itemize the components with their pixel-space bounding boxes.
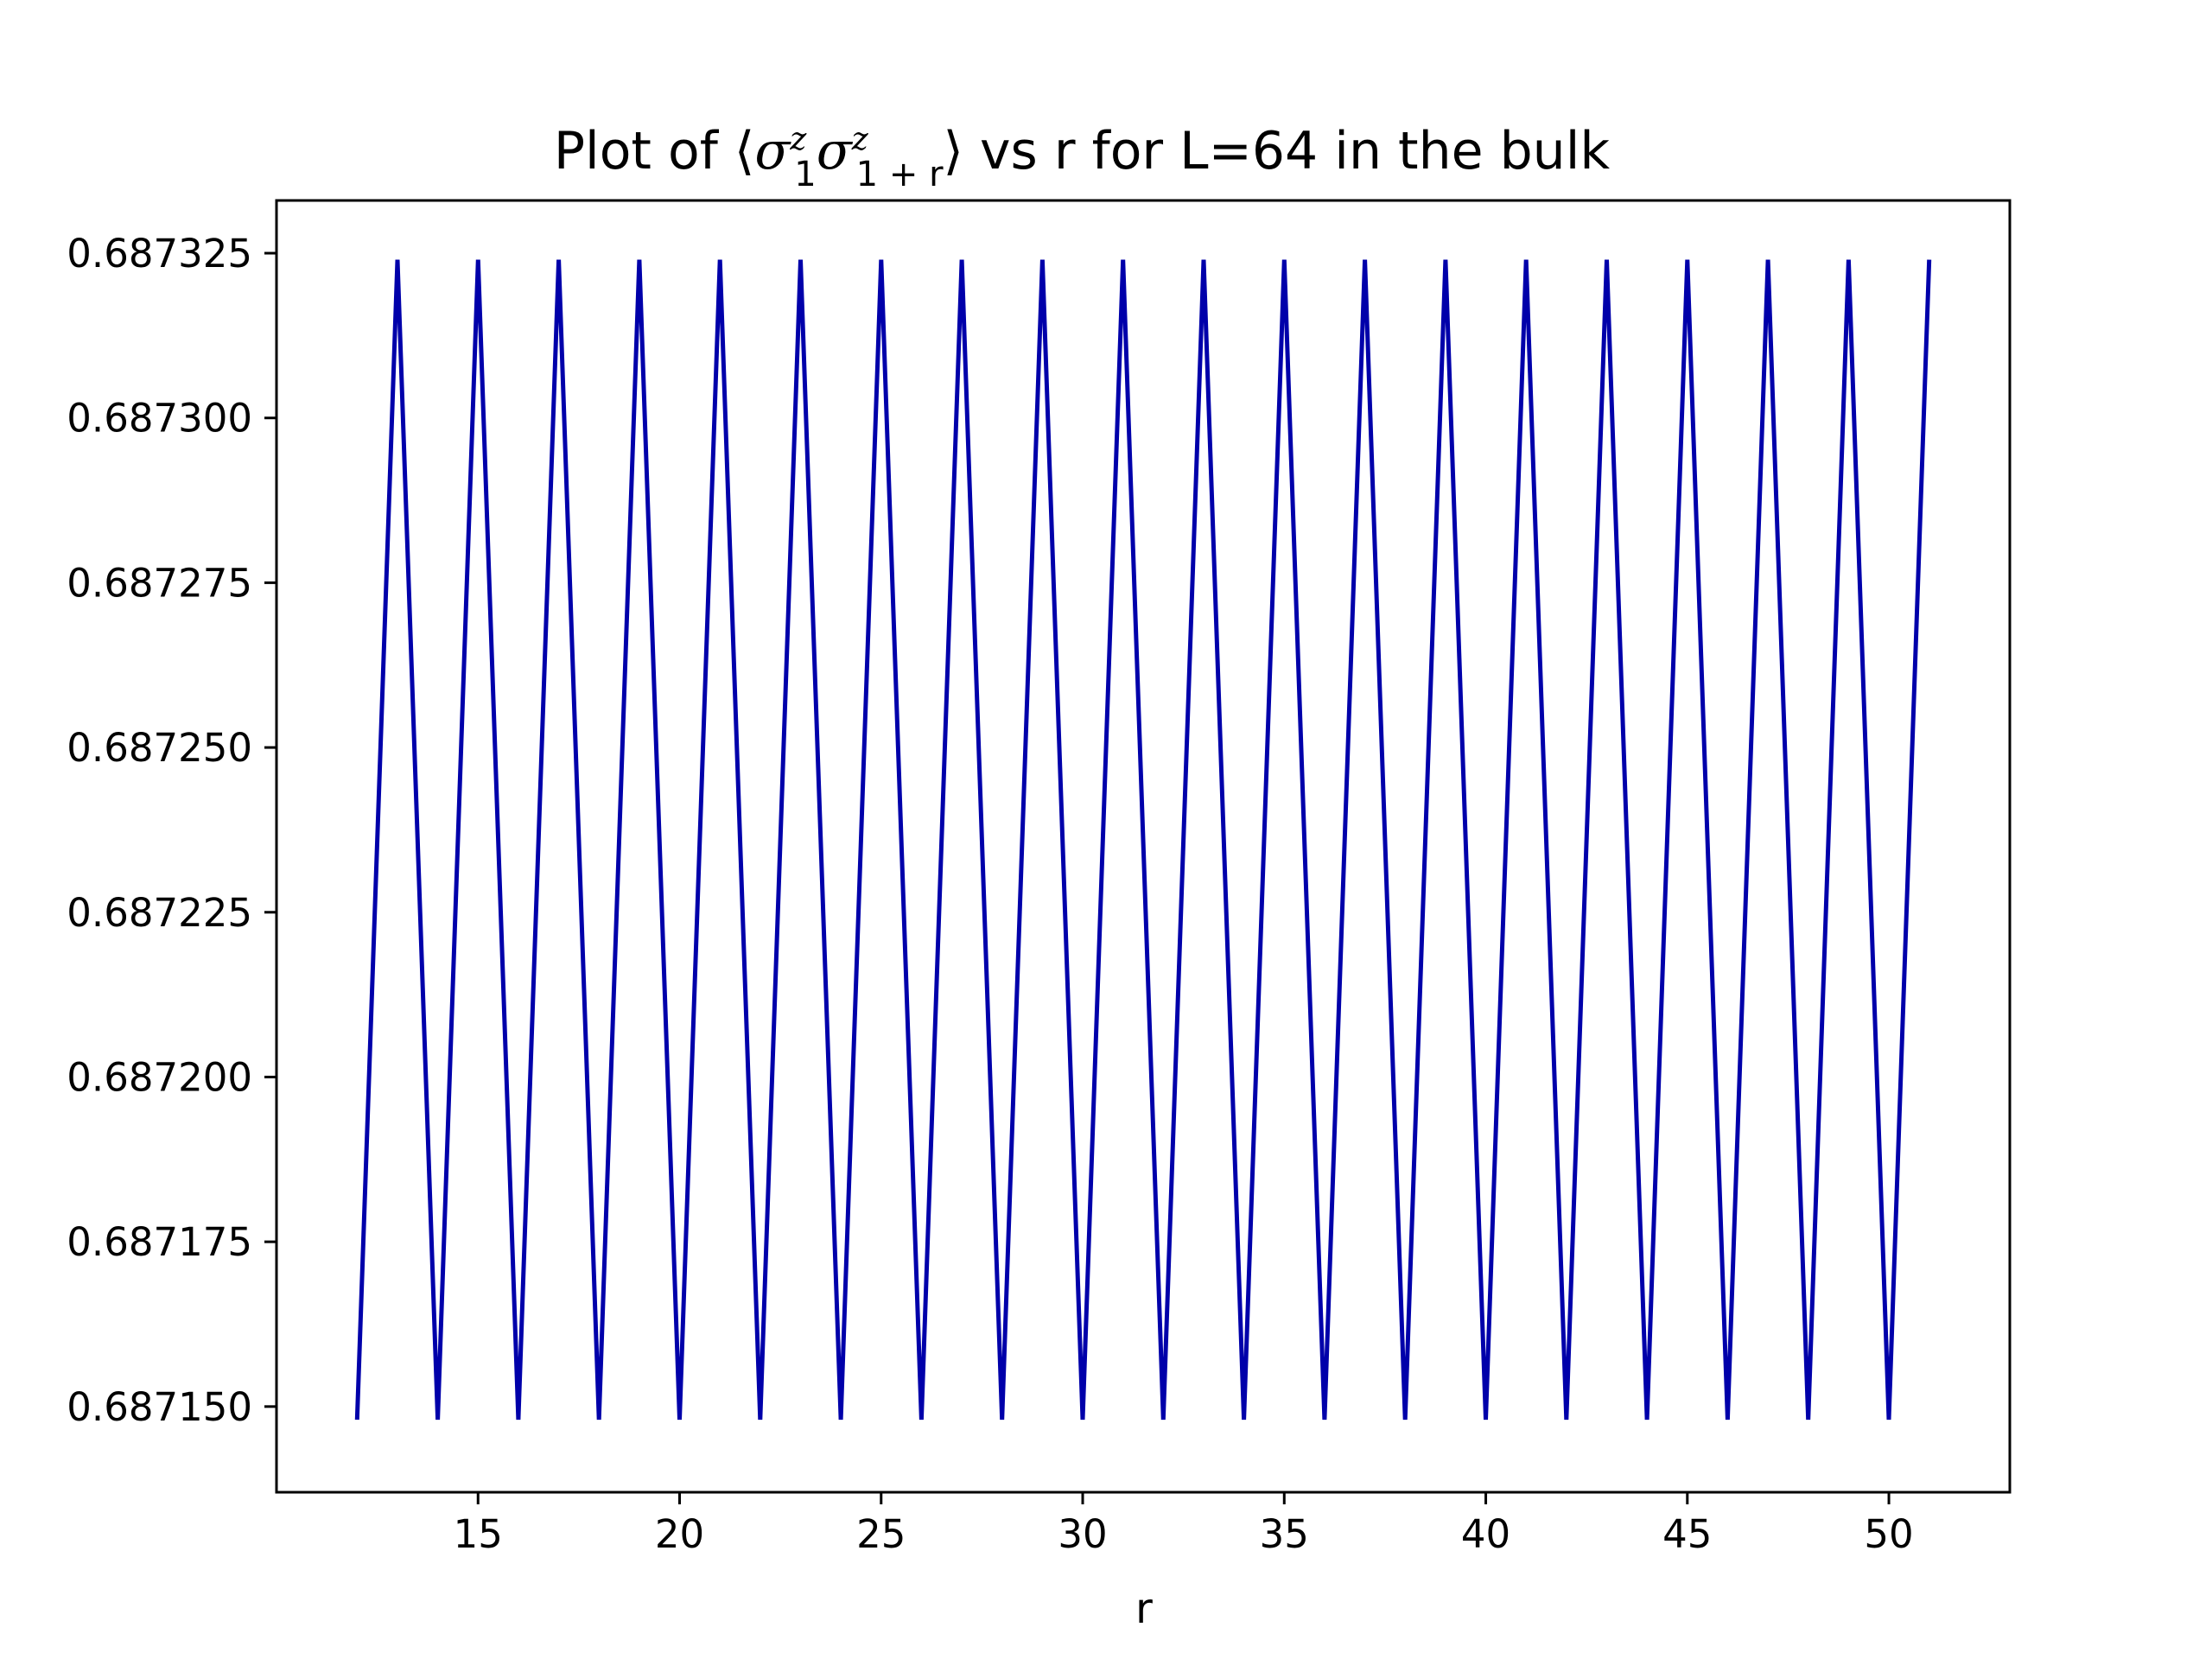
x-tick-label: 40 <box>1461 1511 1510 1557</box>
series-line-correlation <box>354 259 1932 1421</box>
title-bracket-open: ⟨ <box>734 121 754 181</box>
y-tick-label: 0.687175 <box>67 1219 252 1265</box>
x-axis-label: r <box>1135 1585 1153 1633</box>
title-bracket-close: ⟩ <box>944 121 963 181</box>
y-tick-label: 0.687300 <box>67 396 252 442</box>
title-sigma-2: σ <box>817 121 854 181</box>
title-prefix: Plot of <box>554 121 734 181</box>
y-tick-label: 0.687250 <box>67 725 252 771</box>
x-tick-label: 35 <box>1260 1511 1309 1557</box>
plot-frame <box>275 199 2012 1494</box>
title-sigma-1: σ <box>754 121 791 181</box>
title-sup-2: z <box>851 122 869 157</box>
title-sup-1: z <box>789 122 807 157</box>
title-suffix: vs r for L=64 in the bulk <box>963 121 1610 181</box>
y-tick-label: 0.687200 <box>67 1054 252 1100</box>
x-tick-label: 25 <box>856 1511 906 1557</box>
y-tick-label: 0.687225 <box>67 890 252 936</box>
title-sub-1: 1 <box>794 155 816 194</box>
y-tick-label: 0.687275 <box>67 560 252 606</box>
x-tick-label: 30 <box>1058 1511 1107 1557</box>
y-tick-label: 0.687150 <box>67 1384 252 1430</box>
x-tick-label: 20 <box>655 1511 704 1557</box>
x-tick-label: 50 <box>1864 1511 1913 1557</box>
y-tick-label: 0.687325 <box>67 231 252 276</box>
title-sub-2: 1 + r <box>856 155 944 194</box>
chart-title: Plot of ⟨σz 1σz 1 + r⟩ vs r for L=64 in th… <box>554 121 1611 194</box>
x-tick-label: 45 <box>1662 1511 1712 1557</box>
x-tick-label: 15 <box>454 1511 503 1557</box>
